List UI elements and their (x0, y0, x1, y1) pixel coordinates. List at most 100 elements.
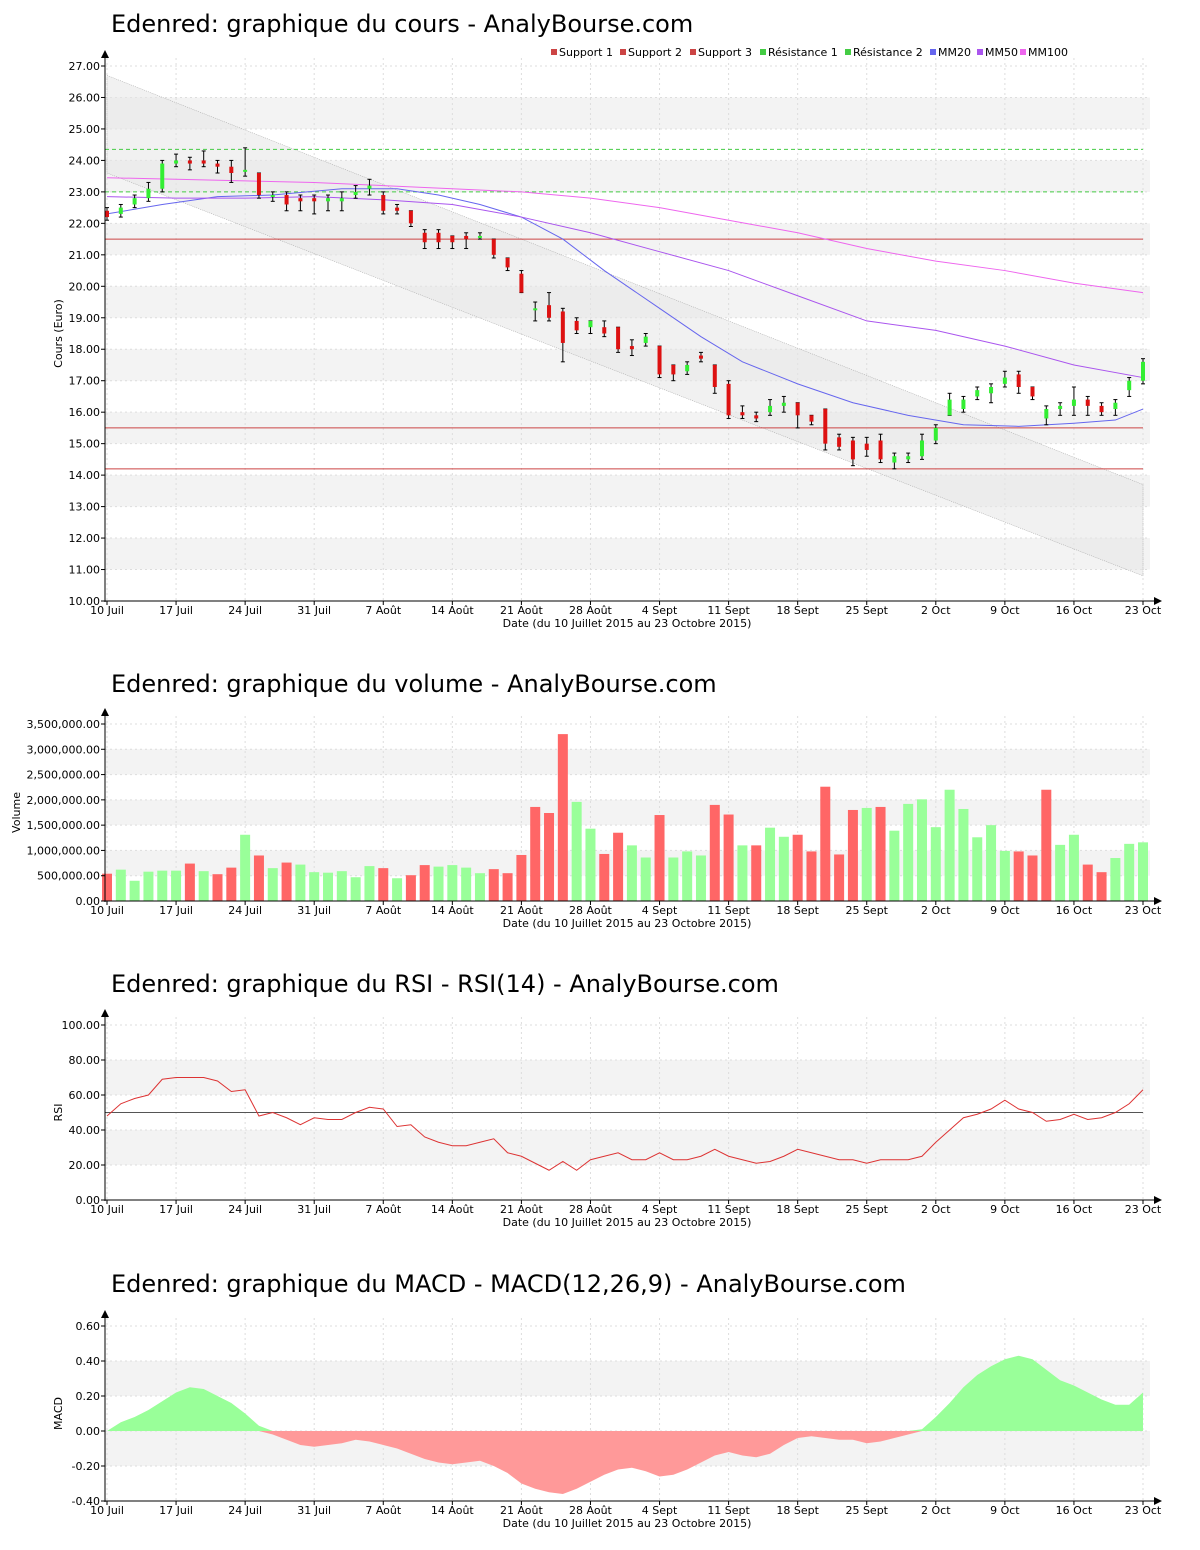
x-tick-label: 24 Juil (228, 604, 262, 617)
volume-bar (281, 862, 292, 901)
x-tick-label: 18 Sept (776, 1203, 819, 1216)
candle-body (933, 427, 938, 441)
y-tick-label: 13.00 (69, 501, 101, 514)
y-tick-label: 60.00 (69, 1089, 101, 1102)
y-tick-label: 27.00 (69, 60, 101, 73)
volume-bar (143, 871, 154, 901)
candle-body (574, 320, 579, 331)
x-axis-title: Date (du 10 Juillet 2015 au 23 Octobre 2… (503, 1216, 752, 1229)
y-tick-label: 26.00 (69, 91, 101, 104)
y-tick-label: 12.00 (69, 532, 101, 545)
volume-bar (958, 808, 969, 901)
candle-body (712, 364, 717, 387)
candle-body (298, 198, 303, 202)
volume-bar (723, 814, 734, 901)
volume-bar (626, 845, 637, 901)
candle-body (229, 166, 234, 173)
volume-bar (585, 828, 596, 901)
candle-body (1071, 399, 1076, 406)
x-tick-label: 18 Sept (776, 1504, 819, 1517)
x-tick-label: 18 Sept (776, 604, 819, 617)
candle-body (850, 440, 855, 460)
y-tick-label: 0.00 (76, 895, 101, 908)
rsi-chart: 0.00 20.00 40.00 60.00 80.00 100.00 10 Juil 17 … (52, 1009, 1162, 1229)
x-tick-label: 21 Août (500, 904, 544, 917)
candle-body (685, 364, 690, 372)
price-chart-title: Edenred: graphique du cours - AnalyBours… (111, 10, 694, 38)
legend-swatch (760, 49, 766, 55)
volume-bar (102, 873, 112, 901)
candle-body (256, 173, 261, 196)
x-tick-label: 7 Août (365, 1504, 402, 1517)
plot-band (105, 749, 1150, 775)
candle-body (160, 163, 165, 189)
candle-body (989, 387, 994, 394)
volume-bar (999, 850, 1010, 901)
volume-bar (682, 851, 693, 901)
candle-body (1002, 377, 1007, 384)
x-tick-label: 28 Août (569, 604, 613, 617)
volume-bar (916, 799, 927, 901)
candle-body (1058, 405, 1063, 410)
volume-bar (447, 865, 458, 901)
volume-bar (226, 867, 237, 901)
x-tick-label: 23 Oct (1125, 1203, 1162, 1216)
volume-bar (115, 869, 126, 901)
volume-bar (778, 836, 789, 901)
volume-bar (530, 806, 541, 901)
x-tick-label: 9 Oct (990, 1504, 1020, 1517)
x-tick-label: 21 Août (500, 1203, 544, 1216)
candle-body (533, 308, 538, 311)
volume-bar (806, 851, 817, 901)
volume-bar (820, 786, 831, 901)
x-tick-label: 17 Juil (159, 1203, 193, 1216)
volume-bar (695, 855, 706, 901)
y-tick-label: 15.00 (69, 438, 101, 451)
x-tick-label: 9 Oct (990, 1203, 1020, 1216)
x-tick-label: 16 Oct (1056, 604, 1093, 617)
y-tick-label: 1,000,000.00 (27, 844, 100, 857)
volume-bar (765, 827, 776, 901)
volume-bar (668, 857, 679, 901)
volume-bar (847, 809, 858, 901)
y-tick-label: 21.00 (69, 249, 101, 262)
x-tick-label: 11 Sept (707, 1203, 750, 1216)
volume-bar (1013, 851, 1024, 901)
candle-body (215, 163, 220, 167)
y-tick-label: 40.00 (69, 1124, 101, 1137)
volume-bar (834, 854, 845, 901)
candle-body (1099, 405, 1104, 413)
volume-bar (986, 825, 997, 901)
candle-body (270, 195, 275, 198)
candle-body (422, 232, 427, 243)
candle-body (781, 402, 786, 406)
x-tick-label: 7 Août (365, 904, 402, 917)
legend-swatch (977, 49, 983, 55)
y-tick-label: -0.20 (72, 1460, 100, 1473)
x-tick-label: 24 Juil (228, 1504, 262, 1517)
candle-body (698, 355, 703, 359)
volume-chart-title: Edenred: graphique du volume - AnalyBour… (111, 670, 717, 698)
volume-bar (295, 864, 306, 901)
volume-bar (474, 873, 485, 901)
volume-bar (336, 871, 347, 901)
x-axis-arrow (1154, 597, 1162, 605)
volume-bar (1068, 834, 1079, 901)
volume-bar (1055, 844, 1066, 901)
candle-body (1113, 402, 1118, 410)
y-tick-label: 3,500,000.00 (27, 718, 100, 731)
candle-body (187, 160, 192, 164)
y-tick-label: 19.00 (69, 312, 101, 325)
volume-bar (392, 878, 403, 901)
volume-bar (419, 865, 430, 901)
candle-body (118, 207, 123, 214)
candle-body (1044, 409, 1049, 419)
x-axis-arrow (1154, 1497, 1162, 1505)
x-axis-arrow (1154, 897, 1162, 905)
x-tick-label: 17 Juil (159, 904, 193, 917)
volume-bar (253, 855, 264, 901)
legend-label: MM20 (938, 46, 971, 59)
y-tick-label: 16.00 (69, 406, 101, 419)
volume-bar (1096, 872, 1107, 901)
x-tick-label: 17 Juil (159, 1504, 193, 1517)
